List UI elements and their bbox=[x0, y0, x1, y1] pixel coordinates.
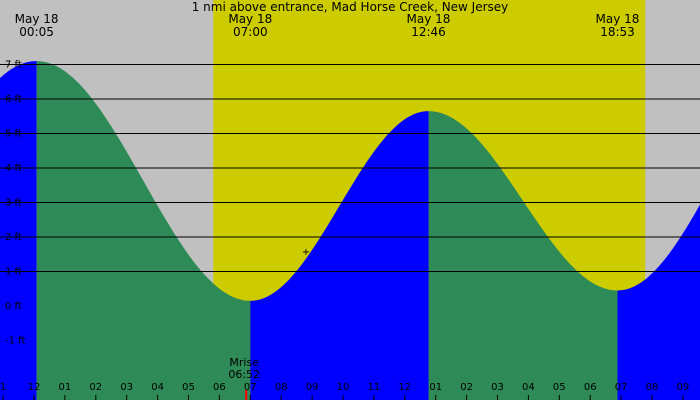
y-tick-label: 1 ft bbox=[5, 267, 22, 278]
extreme-time-label: 07:00 bbox=[233, 25, 268, 39]
hour-tick-label: 1 bbox=[0, 382, 6, 393]
hour-tick-label: 06 bbox=[584, 382, 597, 393]
hour-tick-label: 02 bbox=[460, 382, 473, 393]
y-tick-label: 0 ft bbox=[5, 301, 22, 312]
y-tick-label: 4 ft bbox=[5, 163, 22, 174]
extreme-date-label: May 18 bbox=[407, 12, 451, 26]
y-tick-label: 3 ft bbox=[5, 198, 22, 209]
hour-tick-label: 09 bbox=[677, 382, 690, 393]
hour-tick-label: 05 bbox=[553, 382, 566, 393]
y-tick-label: 2 ft bbox=[5, 232, 22, 243]
hour-tick-label: 07 bbox=[244, 382, 257, 393]
hour-tick-label: 02 bbox=[89, 382, 102, 393]
hour-tick-label: 12 bbox=[398, 382, 411, 393]
hour-tick-label: 01 bbox=[59, 382, 72, 393]
rising-tide-segment bbox=[0, 61, 37, 400]
y-tick-label: 6 ft bbox=[5, 94, 22, 105]
chart-title: 1 nmi above entrance, Mad Horse Creek, N… bbox=[192, 0, 509, 14]
height-gridlines bbox=[0, 64, 700, 272]
rising-tide-segment bbox=[250, 111, 429, 400]
hour-tick-label: 11 bbox=[368, 382, 381, 393]
hour-tick-label: 03 bbox=[491, 382, 504, 393]
y-axis-tick-labels: -1 ft 0 ft 1 ft 2 ft 3 ft 4 ft 5 ft 6 ft 7 ft bbox=[5, 60, 25, 347]
y-tick-label: -1 ft bbox=[5, 336, 25, 347]
time-marker-symbol: + bbox=[302, 247, 310, 258]
hour-tick-label: 05 bbox=[182, 382, 195, 393]
extreme-date-label: May 18 bbox=[15, 12, 59, 26]
extreme-time-label: 18:53 bbox=[600, 25, 635, 39]
hour-tick-label: 08 bbox=[646, 382, 659, 393]
hour-tick-label: 03 bbox=[120, 382, 133, 393]
current-time-marker: + bbox=[302, 247, 310, 258]
y-tick-label: 7 ft bbox=[5, 60, 22, 71]
hour-tick-label: 12 bbox=[28, 382, 41, 393]
hour-tick-label: 01 bbox=[429, 382, 442, 393]
falling-tide-segment bbox=[36, 61, 251, 400]
moonrise-label: Mrise bbox=[229, 356, 259, 369]
y-tick-label: 5 ft bbox=[5, 129, 22, 140]
hour-tick-label: 04 bbox=[522, 382, 535, 393]
hour-tick-labels: 1 12 01 02 03 04 05 06 07 08 09 10 11 12 01 02 03 04 05 06 0… bbox=[0, 382, 689, 400]
hour-tick-label: 06 bbox=[213, 382, 226, 393]
hour-tick-label: 08 bbox=[275, 382, 288, 393]
extreme-date-label: May 18 bbox=[596, 12, 640, 26]
hour-tick-label: 09 bbox=[306, 382, 319, 393]
falling-tide-segment bbox=[428, 111, 618, 400]
hour-tick-label: 10 bbox=[337, 382, 350, 393]
extreme-time-label: 00:05 bbox=[19, 25, 54, 39]
extreme-time-label: 12:46 bbox=[411, 25, 446, 39]
tide-fills bbox=[0, 61, 700, 400]
hour-tick-label: 04 bbox=[151, 382, 164, 393]
hour-tick-label: 07 bbox=[615, 382, 628, 393]
extreme-date-label: May 18 bbox=[228, 12, 272, 26]
moonrise-time-label: 06:52 bbox=[228, 368, 260, 381]
rising-tide-segment bbox=[617, 204, 700, 400]
